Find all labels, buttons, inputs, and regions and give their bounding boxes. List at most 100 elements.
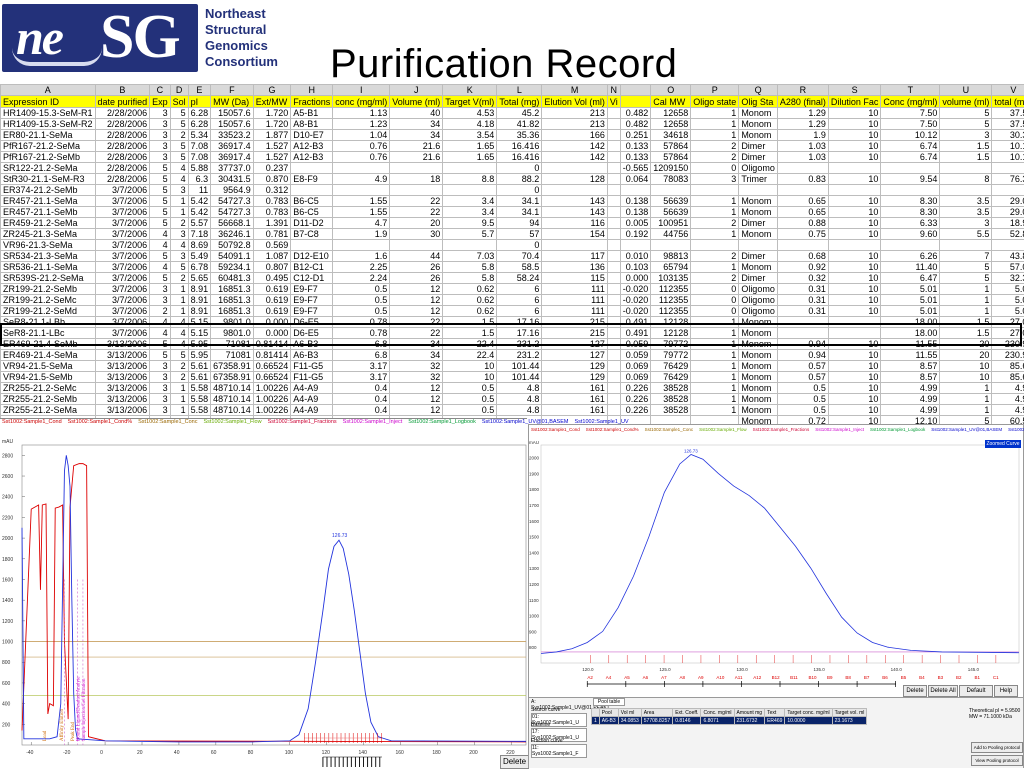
table-cell[interactable]: 12128 [651,328,691,339]
table-cell[interactable]: 10 [828,273,881,284]
table-cell[interactable] [777,317,828,328]
table-cell[interactable]: 3/7/2006 [95,317,150,328]
table-cell[interactable]: 0.000 [253,317,291,328]
table-cell[interactable]: 27.00 [992,328,1024,339]
table-cell[interactable]: 10 [828,108,881,119]
table-cell[interactable]: 129 [542,372,608,383]
pool-table-cell[interactable]: A6-B3 [599,717,618,725]
table-cell[interactable]: 4 [150,229,171,240]
table-cell[interactable]: 5.95 [188,350,211,361]
table-cell[interactable]: 4 [170,174,188,185]
table-cell[interactable]: 3.5 [940,207,992,218]
table-cell[interactable]: Monom [739,317,778,328]
table-cell[interactable]: 71081 [211,339,254,350]
table-cell[interactable]: 5 [940,262,992,273]
table-cell[interactable]: 0.88 [777,218,828,229]
table-cell[interactable]: VR94-21.5-SeMa [1,361,96,372]
table-cell[interactable]: 48710.14 [211,394,254,405]
table-cell[interactable]: ZR199-21.2-SeMc [1,295,96,306]
table-cell[interactable] [607,119,620,130]
table-cell[interactable]: 22.4 [443,350,497,361]
table-cell[interactable]: 0 [691,306,739,317]
table-cell[interactable]: 34.1 [497,207,542,218]
table-cell[interactable]: 6.28 [188,108,211,119]
table-cell[interactable]: 0 [497,240,542,251]
table-cell[interactable]: 12 [390,306,443,317]
table-cell[interactable]: 0.133 [620,152,651,163]
table-cell[interactable]: 161 [542,405,608,416]
table-cell[interactable]: Oligomo [739,295,778,306]
table-cell[interactable]: 10 [828,383,881,394]
table-cell[interactable]: 3/7/2006 [95,218,150,229]
table-cell[interactable] [607,185,620,196]
table-cell[interactable]: 0.4 [333,383,390,394]
table-cell[interactable]: 10.12 [992,141,1024,152]
table-cell[interactable]: SR539S-21.2-SeMa [1,273,96,284]
table-cell[interactable]: 112355 [651,284,691,295]
table-cell[interactable]: 0.005 [620,218,651,229]
table-cell[interactable]: 10 [828,339,881,350]
table-cell[interactable]: 9801.0 [211,328,254,339]
table-cell[interactable]: 0 [497,185,542,196]
table-cell[interactable]: 3/7/2006 [95,196,150,207]
table-cell[interactable] [828,163,881,174]
table-cell[interactable] [607,130,620,141]
table-cell[interactable]: ER469-21.4-SeMa [1,350,96,361]
table-cell[interactable]: 0.619 [253,295,291,306]
table-cell[interactable]: 2 [691,251,739,262]
table-cell[interactable]: 6.33 [881,218,940,229]
table-cell[interactable] [607,273,620,284]
table-cell[interactable]: 20 [390,218,443,229]
table-cell[interactable]: 12658 [651,108,691,119]
table-cell[interactable]: 8 [940,174,992,185]
column-letter[interactable]: V [992,85,1024,96]
table-cell[interactable]: 0.491 [620,317,651,328]
table-cell[interactable] [607,196,620,207]
field-header[interactable]: pI [188,96,211,108]
table-cell[interactable]: 5.01 [992,284,1024,295]
table-cell[interactable]: 0.5 [443,394,497,405]
table-cell[interactable]: 4.99 [881,394,940,405]
table-cell[interactable] [607,174,620,185]
field-header[interactable]: Total (mg) [497,96,542,108]
table-cell[interactable]: 1 [691,361,739,372]
table-cell[interactable]: 5 [150,163,171,174]
table-cell[interactable]: 30 [390,229,443,240]
table-cell[interactable]: 1.29 [777,119,828,130]
table-cell[interactable]: 117 [542,251,608,262]
table-cell[interactable]: 16851.3 [211,295,254,306]
table-cell[interactable]: 1.527 [253,141,291,152]
table-cell[interactable]: 161 [542,383,608,394]
table-cell[interactable] [607,229,620,240]
table-cell[interactable]: 5 [150,273,171,284]
table-cell[interactable] [940,163,992,174]
table-cell[interactable]: 5 [940,119,992,130]
table-cell[interactable]: 3/13/2006 [95,339,150,350]
table-cell[interactable]: 34 [390,130,443,141]
table-cell[interactable]: 1 [691,339,739,350]
table-cell[interactable]: 1.877 [253,130,291,141]
table-cell[interactable]: 1 [170,405,188,416]
table-cell[interactable]: 10 [940,361,992,372]
table-cell[interactable]: 0.226 [620,405,651,416]
table-cell[interactable]: ZR199-21.2-SeMb [1,284,96,295]
table-cell[interactable]: SR122-21.2-SeMa [1,163,96,174]
table-cell[interactable]: 5 [940,416,992,425]
table-cell[interactable]: 8.91 [188,306,211,317]
table-cell[interactable]: 0.064 [620,174,651,185]
table-cell[interactable]: 1 [170,394,188,405]
pool-table-cell[interactable]: 6.8071 [701,717,734,725]
table-cell[interactable]: 1.29 [777,108,828,119]
table-cell[interactable]: Dimer [739,273,778,284]
table-cell[interactable] [691,416,739,425]
column-letter[interactable]: J [390,85,443,96]
table-cell[interactable]: 1.720 [253,108,291,119]
table-cell[interactable]: 3/13/2006 [95,350,150,361]
table-cell[interactable]: 9801.0 [211,317,254,328]
table-cell[interactable]: 36917.4 [211,141,254,152]
table-cell[interactable] [739,240,778,251]
table-cell[interactable]: 3/13/2006 [95,394,150,405]
table-cell[interactable]: 3 [940,130,992,141]
table-cell[interactable]: 0.192 [620,229,651,240]
